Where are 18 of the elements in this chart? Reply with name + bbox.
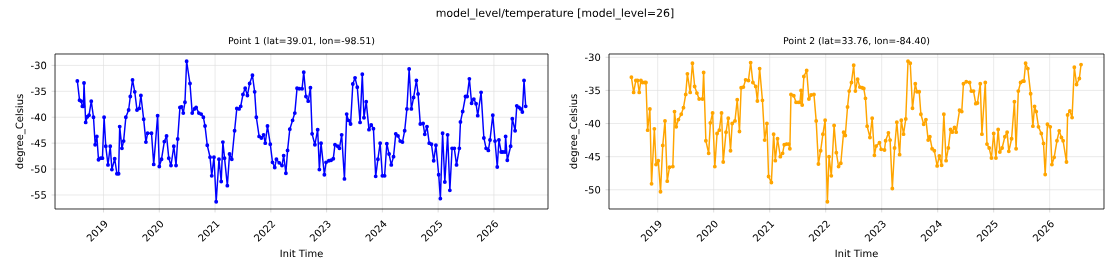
x-axis-title: Init Time [835,249,878,258]
y-tick-label: -40 [584,119,601,128]
y-tick-label: -45 [30,139,46,147]
chart-title: Point 1 (lat=39.01, lon=-98.51) [228,36,375,46]
y-tick-label: -30 [584,53,601,62]
y-axis-title: degree_Celsius [15,94,26,169]
y-tick-label: -35 [584,86,600,95]
y-tick-label: -45 [584,152,600,161]
y-tick-label: -35 [30,87,46,96]
text: model_level/temperature [model_level=26] [436,8,674,20]
y-axis-title: degree_Celsius [569,94,580,169]
y-tick-label: -30 [30,61,47,70]
x-axis-title: Init Time [280,249,323,258]
y-tick-label: -40 [30,113,47,122]
y-tick-label: -50 [30,165,47,173]
chart-title: Point 2 (lat=33.76, lon=-84.40) [783,36,930,46]
y-tick-label: -50 [584,185,601,194]
y-tick-label: -55 [30,191,46,199]
